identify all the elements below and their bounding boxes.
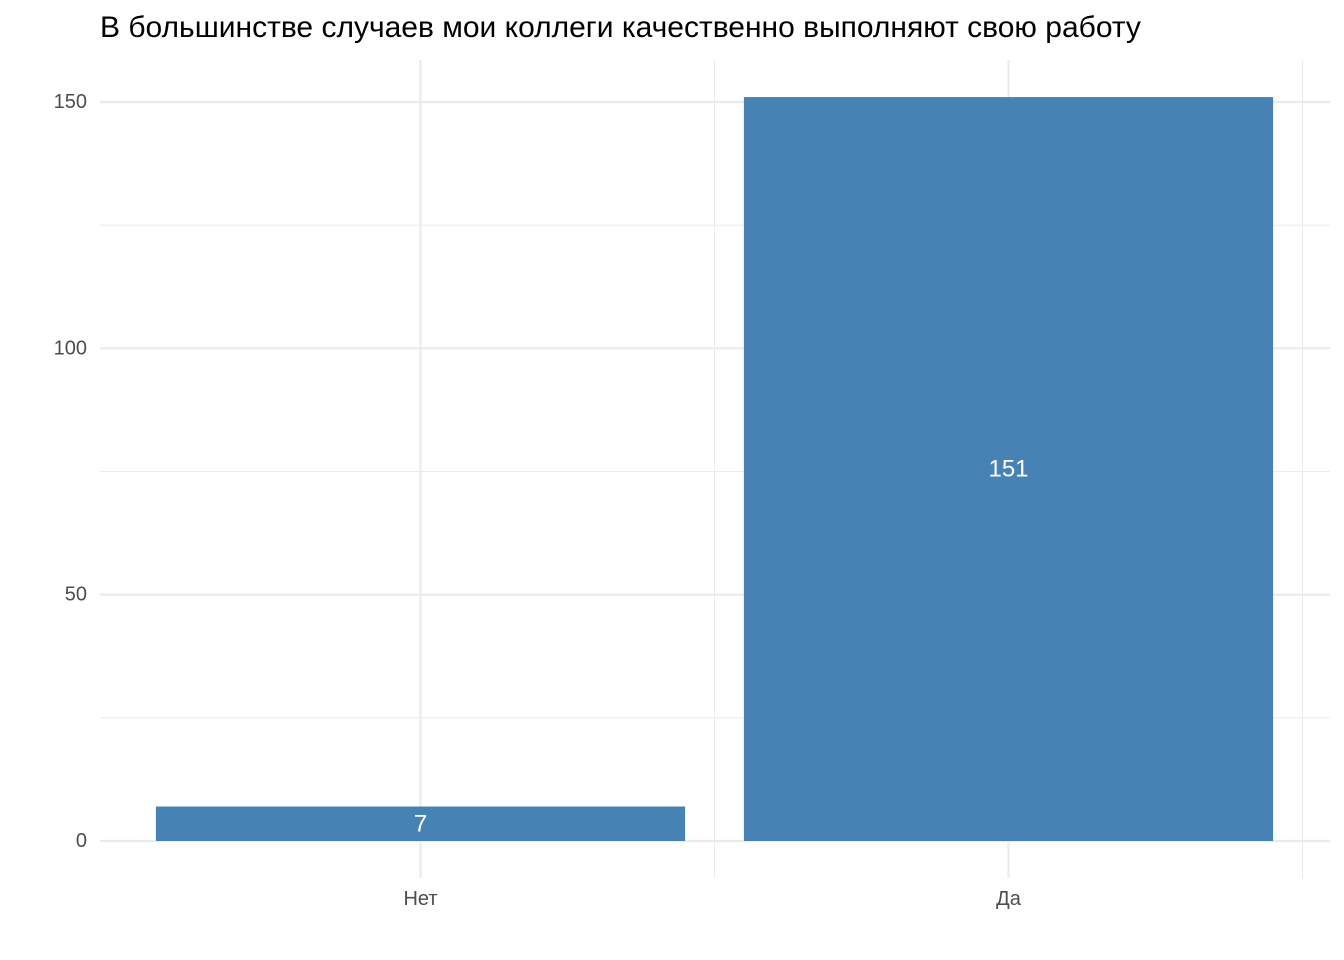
bar-Да bbox=[743, 97, 1274, 841]
y-tick-label: 0 bbox=[76, 830, 87, 852]
y-tick-label: 100 bbox=[54, 337, 87, 359]
x-tick-label: Да bbox=[996, 888, 1022, 910]
x-axis-tick-labels: Нет Да bbox=[403, 888, 1021, 910]
bar-value-label: 151 bbox=[988, 456, 1028, 483]
y-tick-label: 50 bbox=[65, 584, 87, 606]
bar-Нет bbox=[155, 806, 686, 841]
y-tick-label: 150 bbox=[54, 91, 87, 113]
y-axis-tick-labels: 0 50 100 150 bbox=[54, 91, 87, 852]
chart-title: В большинстве случаев мои коллеги качест… bbox=[100, 11, 1141, 44]
bars: 7 151 bbox=[155, 97, 1274, 841]
x-tick-label: Нет bbox=[403, 888, 437, 910]
bar-value-label: 7 bbox=[414, 810, 427, 837]
